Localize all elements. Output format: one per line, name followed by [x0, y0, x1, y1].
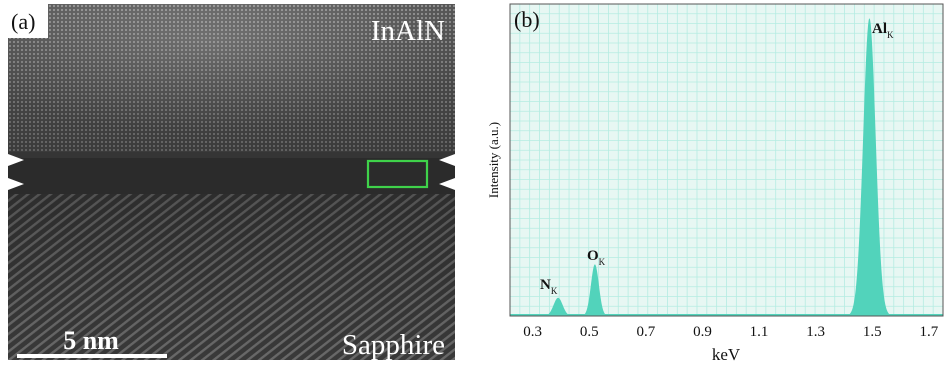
x-tick-label: 0.7 [636, 324, 655, 340]
scale-bar [17, 354, 167, 358]
x-tick-label: 0.3 [523, 324, 542, 340]
bottom-material-label: Sapphire [342, 329, 445, 360]
plot-frame [509, 3, 944, 317]
tem-image-panel: (a) InAlN Sapphire 5 nm [8, 4, 455, 360]
interface-marker-left-upper [8, 154, 24, 166]
peak-label-n: NK [540, 277, 558, 296]
x-tick-labels: 0.3 0.5 0.7 0.9 1.1 1.3 1.5 1.7 [523, 324, 938, 340]
x-tick-label: 1.5 [863, 324, 882, 340]
x-tick-label: 1.3 [806, 324, 825, 340]
y-axis-label: Intensity (a.u.) [486, 122, 501, 198]
x-tick-label: 1.1 [750, 324, 769, 340]
scale-bar-label: 5 nm [63, 326, 119, 355]
interface-marker-right-lower [439, 178, 455, 190]
roi-box [366, 159, 429, 189]
x-tick-label: 0.5 [580, 324, 599, 340]
x-tick-label: 0.9 [693, 324, 712, 340]
peak-label-o: OK [587, 248, 606, 267]
interface-marker-left-lower [8, 178, 24, 190]
x-tick-label: 1.7 [919, 324, 938, 340]
interface-layer [8, 152, 455, 196]
peak-label-al: AlK [872, 21, 894, 40]
spectrum-area [510, 18, 943, 317]
interface-marker-right-upper [439, 154, 455, 166]
grid-lines [510, 4, 943, 316]
top-material-label: InAlN [371, 15, 445, 47]
spectrum-baseline [510, 314, 943, 316]
spectrum-peak-o [582, 264, 608, 316]
x-axis-label: keV [712, 345, 741, 364]
spectrum-peak-al [849, 18, 890, 317]
panel-b-label: (b) [514, 7, 540, 32]
eds-spectrum-chart: (b) NK OK AlK 0.3 0.5 0.7 0.9 1.1 1.3 1.5 1.7 k… [486, 3, 944, 364]
panel-a-label: (a) [11, 9, 35, 34]
spectrum-peak-n [543, 297, 573, 316]
